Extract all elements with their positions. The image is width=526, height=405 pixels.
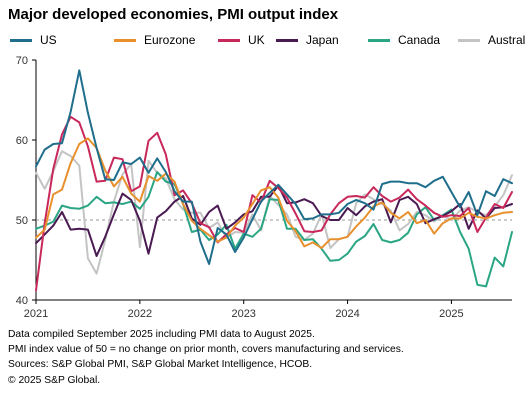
series-line-canada [35, 171, 513, 288]
x-tick-label: 2025 [439, 308, 463, 320]
legend-swatch [218, 38, 240, 42]
x-tick-label: 2022 [128, 308, 152, 320]
legend-item-canada: Canada [368, 33, 440, 47]
source-notes: Data compiled September 2025 including P… [8, 327, 404, 388]
legend-label: US [40, 33, 57, 47]
x-tick-label: 2021 [24, 308, 48, 320]
y-tick-label: 60 [16, 135, 28, 147]
legend-swatch [114, 38, 136, 42]
legend-swatch [368, 38, 390, 42]
legend-label: UK [248, 33, 265, 47]
series-line-uk [35, 115, 513, 292]
x-tick-label: 2023 [231, 308, 255, 320]
note-line: © 2025 S&P Global. [8, 374, 101, 386]
note-line: Sources: S&P Global PMI, S&P Global Mark… [8, 359, 313, 371]
chart-title: Major developed economies, PMI output in… [8, 6, 339, 23]
series-line-australia [35, 150, 513, 275]
legend: US Eurozone UK Japan Canada Australia [10, 33, 526, 49]
legend-label: Canada [398, 33, 441, 47]
legend-label: Japan [306, 33, 339, 47]
note-line: Data compiled September 2025 including P… [8, 329, 315, 340]
chart-plot: 40 50 60 70 2021 2022 2023 2024 2025 [16, 55, 513, 320]
legend-item-us: US [10, 33, 57, 47]
y-tick-label: 50 [16, 215, 28, 227]
legend-item-uk: UK [218, 33, 265, 47]
series-line-us [35, 69, 513, 265]
x-tick-label: 2024 [335, 308, 359, 320]
legend-item-japan: Japan [276, 33, 339, 47]
legend-swatch [458, 38, 480, 42]
legend-swatch [10, 38, 32, 42]
note-line: PMI index value of 50 = no change on pri… [8, 344, 404, 356]
legend-label: Eurozone [144, 33, 196, 47]
legend-item-australia: Australia [458, 33, 526, 47]
series-line-japan [35, 184, 513, 257]
legend-item-eurozone: Eurozone [114, 33, 195, 47]
y-tick-label: 40 [16, 295, 28, 307]
legend-swatch [276, 38, 298, 42]
legend-label: Australia [488, 33, 526, 47]
series-line-eurozone [35, 137, 513, 249]
y-tick-label: 70 [16, 55, 28, 67]
